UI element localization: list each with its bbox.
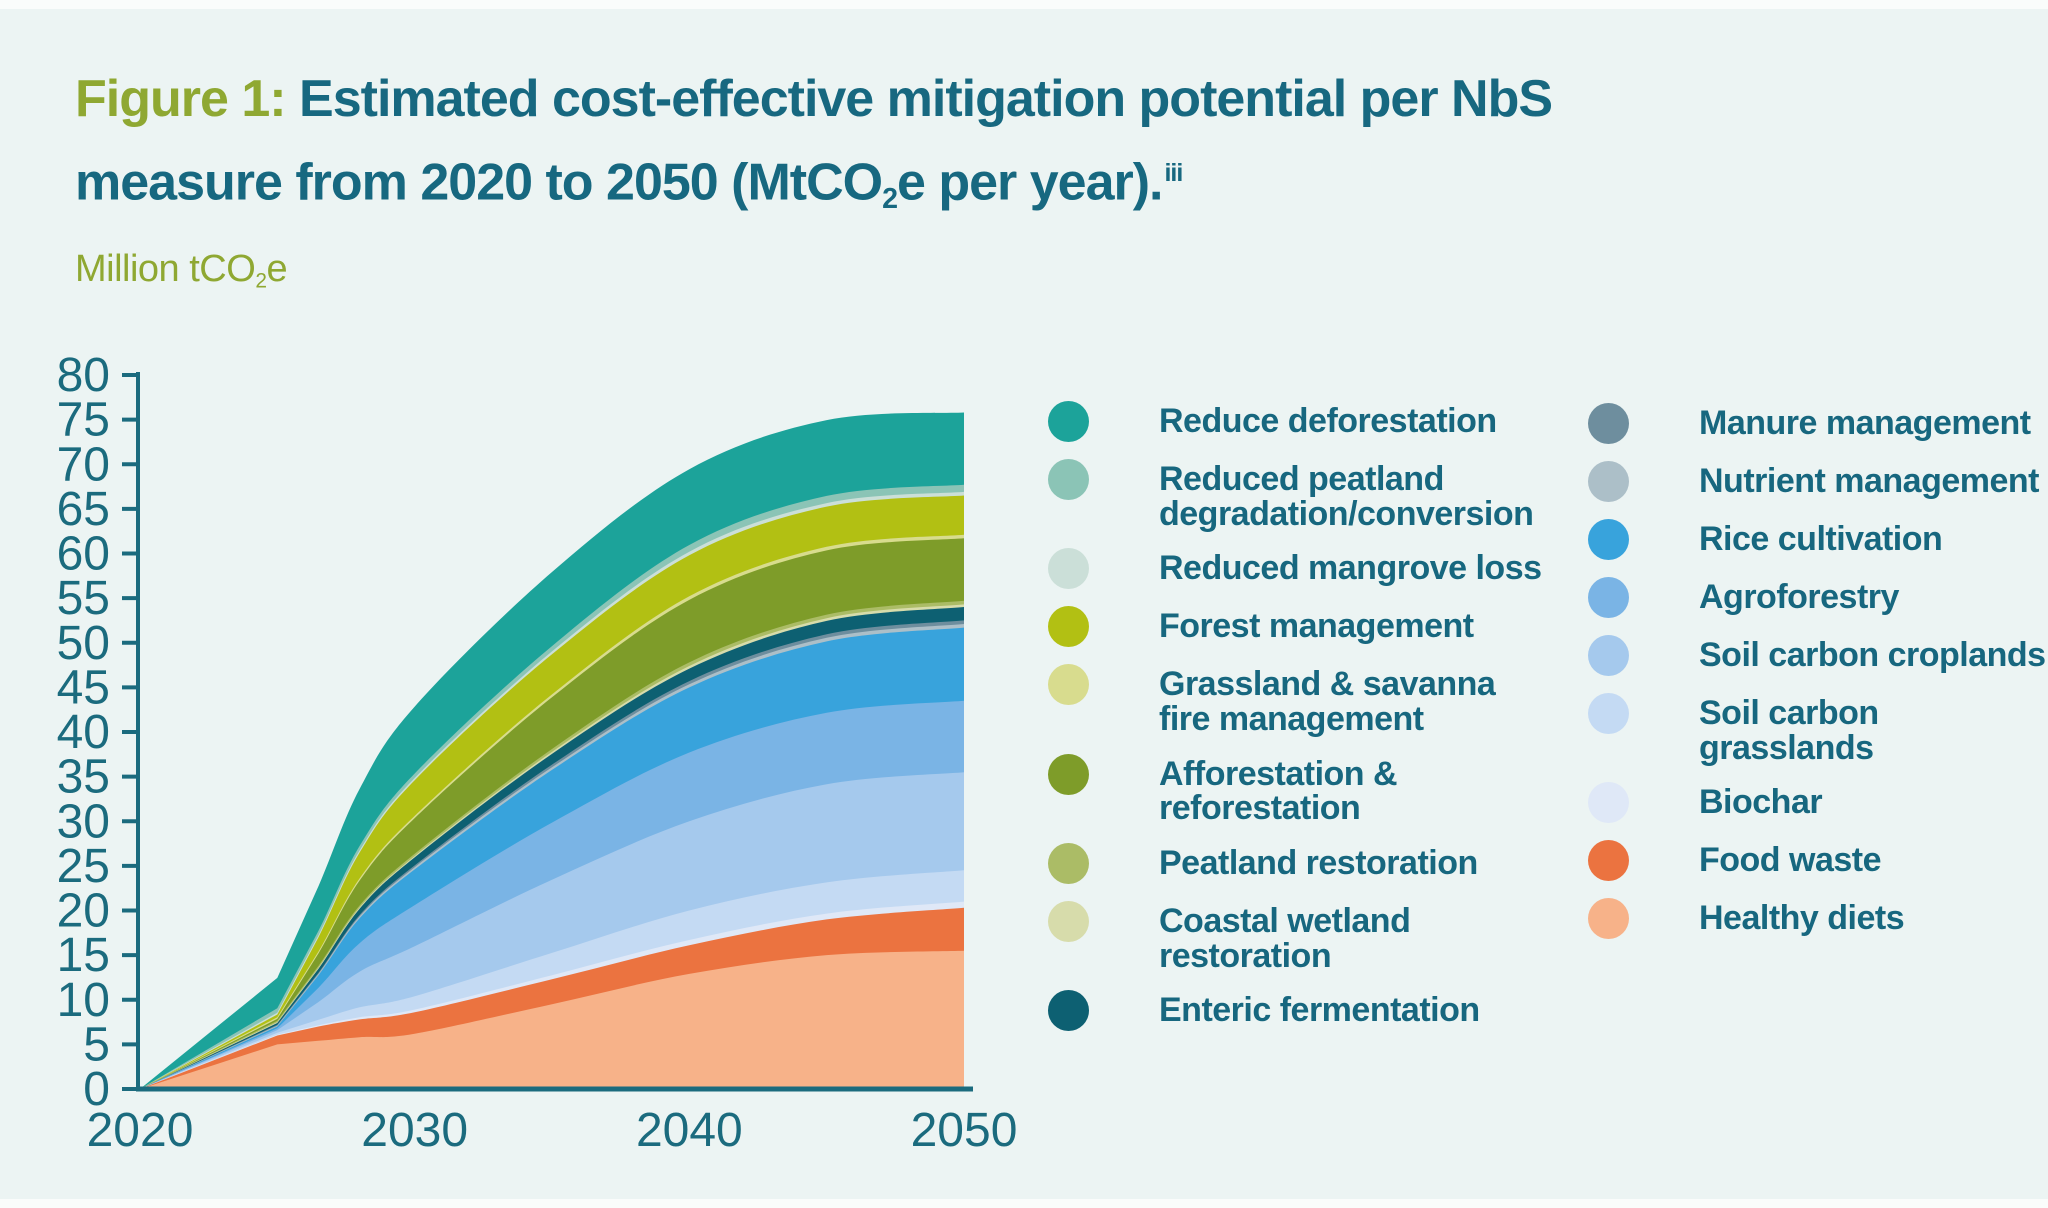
legend-item: Agroforestry	[1588, 577, 2048, 618]
legend-swatch-icon	[1588, 635, 1629, 676]
figure-title-text2: measure from 2020 to 2050 (MtCO	[75, 153, 883, 212]
legend-item: Healthy diets	[1588, 898, 2048, 940]
figure-label: Figure 1:	[75, 70, 287, 128]
figure-title-line2: measure from 2020 to 2050 (MtCO2e per ye…	[75, 136, 1552, 236]
legend-label: Nutrient management	[1699, 462, 2040, 500]
legend-item: Reduce deforestation	[1048, 401, 1568, 442]
legend-swatch-icon	[1588, 782, 1629, 824]
y-tick-label: 15	[57, 929, 110, 982]
y-tick-label: 0	[83, 1063, 110, 1116]
legend-label: Reduce deforestation	[1159, 402, 1497, 440]
x-tick-label: 2020	[87, 1104, 194, 1157]
legend-swatch-icon	[1048, 901, 1089, 943]
legend-label: Grassland & savanna fire management	[1159, 665, 1496, 739]
legend-swatch-icon	[1588, 693, 1629, 734]
y-tick-label: 25	[57, 840, 110, 893]
y-axis-unit-label: Million tCO2e	[75, 248, 288, 293]
legend-column-right: Manure management Nutrient management Rice…	[1588, 403, 2048, 959]
legend-swatch-icon	[1588, 577, 1629, 618]
legend-item: Manure management	[1588, 403, 2048, 444]
legend-item: Soil carbon croplands	[1588, 635, 2048, 676]
legend-swatch-icon	[1048, 548, 1089, 590]
legend-swatch-icon	[1588, 403, 1629, 444]
legend-item: Peatland restoration	[1048, 843, 1568, 885]
legend-label: Forest management	[1159, 607, 1474, 646]
legend-label: Food waste	[1699, 841, 1882, 880]
legend-item: Food waste	[1588, 840, 2048, 882]
title-footnote-marker: iii	[1164, 159, 1184, 187]
legend-item: Soil carbon grasslands	[1588, 693, 2048, 767]
y-tick-label: 50	[57, 617, 110, 670]
area-layer-healthy-diets	[140, 950, 964, 1089]
y-tick-label: 60	[57, 528, 110, 581]
legend-label: Reduced peatland degradation/conversion	[1159, 460, 1534, 533]
y-tick-label: 5	[83, 1018, 110, 1071]
y-tick-label: 45	[57, 661, 110, 714]
figure-title-text3: e per year).	[897, 153, 1163, 212]
legend-label: Biochar	[1699, 783, 1823, 822]
legend-item: Grassland & savanna fire management	[1048, 664, 1568, 739]
legend-column-left: Reduce deforestation Reduced peatland deg…	[1048, 401, 1568, 1051]
legend-swatch-icon	[1048, 401, 1089, 442]
legend-label: Soil carbon grasslands	[1699, 694, 1879, 767]
legend-item: Reduced mangrove loss	[1048, 548, 1568, 590]
unit-text1: Million tCO	[75, 248, 256, 290]
y-tick-label: 35	[57, 751, 110, 804]
legend-swatch-icon	[1588, 840, 1629, 882]
legend-item: Enteric fermentation	[1048, 990, 1568, 1032]
y-tick-label: 80	[57, 349, 110, 402]
legend-label: Healthy diets	[1699, 899, 1905, 938]
legend-item: Rice cultivation	[1588, 519, 2048, 560]
legend-item: Coastal wetland restoration	[1048, 901, 1568, 975]
y-tick-label: 40	[57, 706, 110, 759]
legend-label: Reduced mangrove loss	[1159, 549, 1542, 588]
legend-swatch-icon	[1588, 898, 1629, 940]
legend-label: Coastal wetland restoration	[1159, 902, 1411, 975]
legend-swatch-icon	[1048, 843, 1089, 885]
legend-swatch-icon	[1048, 990, 1089, 1032]
legend-label: Agroforestry	[1699, 578, 1899, 616]
legend-swatch-icon	[1588, 519, 1629, 560]
legend-item: Forest management	[1048, 606, 1568, 648]
y-tick-label: 70	[57, 438, 110, 491]
unit-subscript: 2	[255, 269, 267, 293]
legend-item: Biochar	[1588, 782, 2048, 824]
figure-title-line1: Figure 1: Estimated cost-effective mitig…	[75, 62, 1553, 136]
legend-swatch-icon	[1048, 459, 1089, 500]
legend-item: Reduced peatland degradation/conversion	[1048, 459, 1568, 533]
y-tick-label: 10	[57, 974, 110, 1027]
legend-label: Manure management	[1699, 404, 2031, 442]
figure-title: Figure 1: Estimated cost-effective mitig…	[75, 62, 1553, 236]
legend-label: Enteric fermentation	[1159, 991, 1480, 1030]
legend-label: Peatland restoration	[1159, 844, 1478, 883]
legend-label: Afforestation & reforestation	[1159, 754, 1398, 828]
unit-text2: e	[266, 248, 288, 290]
bottom-edge-strip	[0, 1199, 2048, 1208]
y-tick-label: 55	[57, 572, 110, 625]
legend-swatch-icon	[1048, 664, 1089, 706]
y-tick-label: 30	[57, 795, 110, 848]
top-edge-strip	[0, 0, 2048, 9]
x-tick-label: 2040	[636, 1104, 743, 1157]
title-subscript: 2	[882, 182, 898, 215]
legend-swatch-icon	[1048, 606, 1089, 648]
x-tick-label: 2050	[911, 1104, 1018, 1157]
y-tick-label: 20	[57, 885, 110, 938]
legend-item: Nutrient management	[1588, 461, 2048, 502]
figure-title-text1: Estimated cost-effective mitigation pote…	[285, 70, 1553, 128]
legend-swatch-icon	[1048, 753, 1089, 795]
legend-label: Rice cultivation	[1699, 520, 1943, 558]
y-tick-label: 75	[57, 394, 110, 447]
legend-label: Soil carbon croplands	[1699, 636, 2046, 674]
legend-item: Afforestation & reforestation	[1048, 753, 1568, 828]
y-tick-label: 65	[57, 483, 110, 536]
x-tick-label: 2030	[361, 1104, 468, 1157]
legend-swatch-icon	[1588, 461, 1629, 502]
